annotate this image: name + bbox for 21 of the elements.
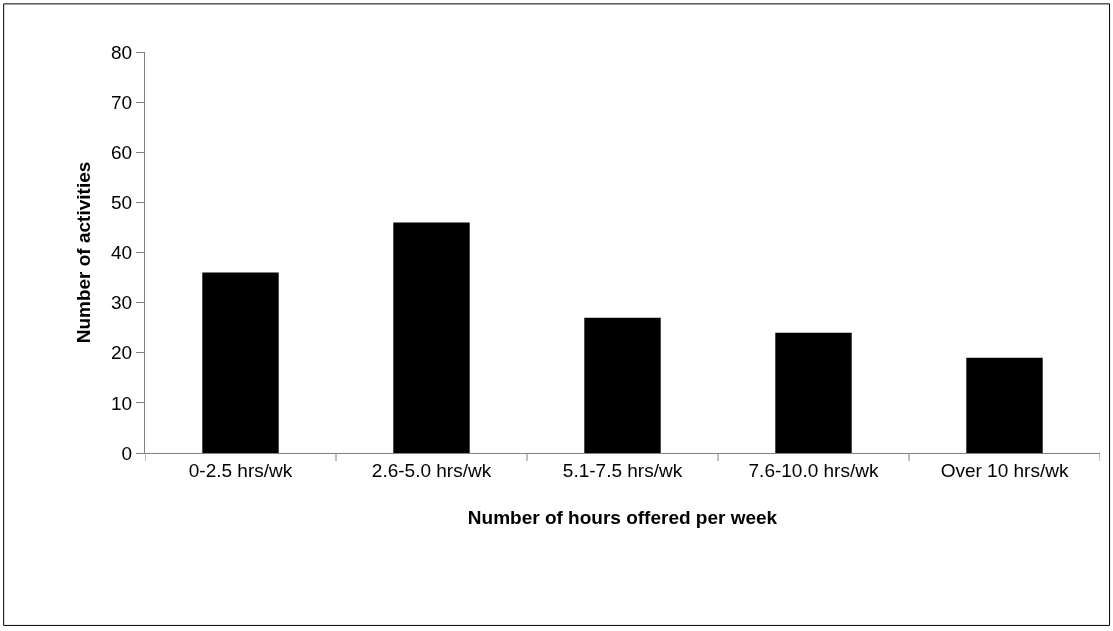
bar xyxy=(966,357,1043,453)
bar xyxy=(584,317,661,453)
y-tick-label: 30 xyxy=(111,292,133,314)
y-tick-label: 80 xyxy=(111,41,133,63)
y-tick-label: 0 xyxy=(121,442,133,464)
y-tick-label: 20 xyxy=(111,342,133,364)
bar xyxy=(202,272,279,453)
y-tick-label: 50 xyxy=(111,192,133,214)
y-tick-label: 40 xyxy=(111,242,133,264)
y-tick-label: 10 xyxy=(111,392,133,414)
y-axis-title: Number of activities xyxy=(72,161,94,344)
x-tick-label: 7.6-10.0 hrs/wk xyxy=(748,459,879,481)
y-tick-label: 60 xyxy=(111,141,133,163)
y-tick-label: 70 xyxy=(111,91,133,113)
x-tick-label: Over 10 hrs/wk xyxy=(940,459,1069,481)
x-axis-title: Number of hours offered per week xyxy=(467,506,778,528)
x-tick-label: 0-2.5 hrs/wk xyxy=(188,459,293,481)
bar xyxy=(393,222,470,453)
x-tick-label: 5.1-7.5 hrs/wk xyxy=(562,459,683,481)
bar xyxy=(775,332,852,453)
x-tick-label: 2.6-5.0 hrs/wk xyxy=(371,459,492,481)
